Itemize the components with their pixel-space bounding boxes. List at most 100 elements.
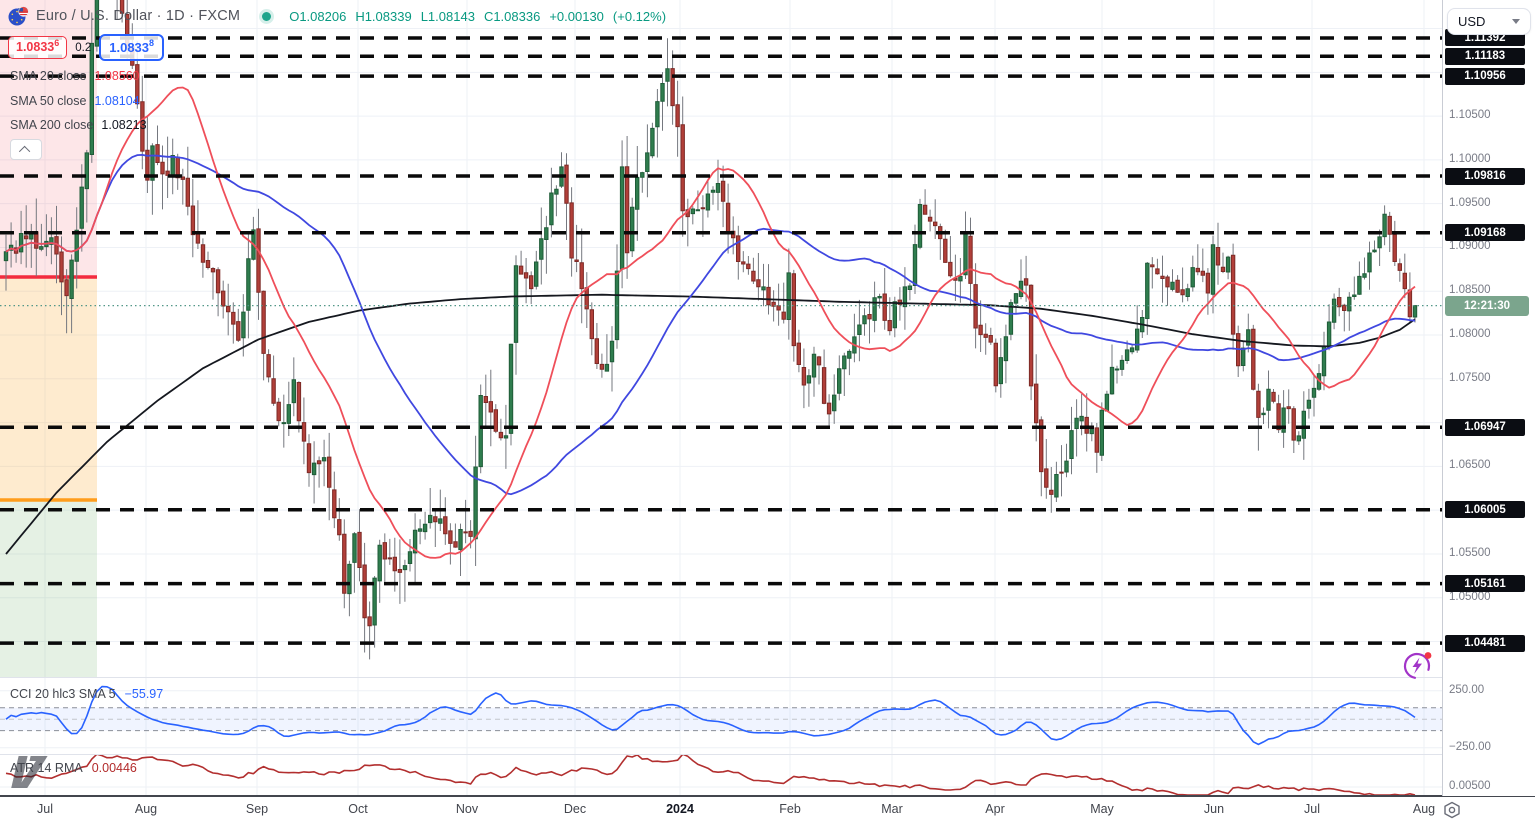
sma50-line[interactable] [5, 153, 1416, 496]
sma20-line[interactable] [5, 86, 1416, 559]
price-tick-label: 1.05500 [1449, 546, 1491, 559]
chart-header: Euro / U.S. Dollar · 1D · FXCM O1.08206 … [0, 0, 1450, 32]
price-tick-label: 1.08000 [1449, 328, 1491, 341]
change-value: +0.00130 [549, 8, 604, 24]
eurusd-flag-icon [8, 6, 29, 26]
price-tick-label: 1.07500 [1449, 371, 1491, 384]
price-tick-label: 1.10500 [1449, 109, 1491, 122]
sma200-label: SMA 200 close [10, 118, 94, 132]
scale-settings-icon[interactable] [1443, 801, 1461, 819]
candles[interactable] [3, 0, 1418, 660]
notification-dot [1424, 652, 1432, 659]
up-candles [3, 0, 1418, 626]
sma200-line[interactable] [5, 293, 1416, 555]
cci-value: −55.97 [124, 687, 164, 701]
ask-price: 1.0833 [109, 40, 150, 55]
month-label: Apr [985, 802, 1005, 816]
atr-line[interactable] [5, 754, 1416, 796]
time-axis-divider[interactable] [0, 795, 1535, 797]
price-tick-label: 1.09000 [1449, 240, 1491, 253]
price-tick-label: 1.08500 [1449, 284, 1491, 297]
spread-value: 0.2 [75, 41, 92, 54]
month-label: Feb [779, 802, 801, 816]
tradingview-watermark [11, 756, 48, 788]
sma50-label: SMA 50 close [10, 94, 87, 108]
price-tick-label: 1.10000 [1449, 152, 1491, 165]
sma50-legend[interactable]: SMA 50 close 1.08104 [10, 94, 140, 108]
level-price-label: 1.10956 [1445, 67, 1525, 85]
down-candles [13, 0, 1413, 627]
chevron-down-icon [1512, 19, 1520, 24]
ohlc-readout: O1.08206 H1.08339 L1.08143 C1.08336 +0.0… [289, 9, 666, 24]
atr-tick-label: 0.00500 [1449, 780, 1491, 792]
time-axis[interactable]: Jul Aug Sep Oct Nov Dec 2024 Feb Mar Apr May Jun Jul… [0, 797, 1442, 823]
level-price-label: 1.06005 [1445, 501, 1525, 519]
currency-label: USD [1458, 14, 1486, 29]
cci-label: CCI 20 hlc3 SMA 5 [10, 687, 116, 701]
atr-legend[interactable]: ATR 14 RMA 0.00446 [10, 761, 137, 775]
month-label: Oct [348, 802, 368, 816]
change-percent: (+0.12%) [612, 8, 667, 24]
level-price-label: 1.06947 [1445, 418, 1525, 436]
price-tick-label: 1.06500 [1449, 459, 1491, 472]
bid-price-fraction: 6 [54, 38, 60, 49]
bar-countdown: 12:21:30 [1445, 295, 1529, 316]
atr-value: 0.00446 [91, 761, 137, 775]
symbol-title[interactable]: Euro / U.S. Dollar · 1D · FXCM [36, 8, 241, 24]
open-value: O1.08206 [289, 8, 347, 24]
price-axis[interactable]: USD 1.10500 1.10000 1.09500 1.09000 1.08500 1… [1442, 0, 1535, 796]
level-price-label: 1.11183 [1445, 47, 1525, 65]
sma200-value: 1.08213 [101, 118, 147, 132]
month-label: May [1090, 802, 1114, 816]
cci-legend[interactable]: CCI 20 hlc3 SMA 5 −55.97 [10, 687, 163, 701]
level-price-label: 1.04481 [1445, 634, 1525, 652]
currency-dropdown[interactable]: USD [1447, 8, 1531, 35]
high-value: H1.08339 [355, 8, 412, 24]
close-value: C1.08336 [483, 8, 541, 24]
ask-price-fraction: 8 [149, 38, 155, 48]
month-label: Nov [455, 802, 479, 816]
month-label: Aug [134, 802, 158, 816]
month-label: 2024 [666, 802, 694, 816]
collapse-legend-button[interactable] [10, 139, 42, 160]
ask-price-button[interactable]: 1.0833 8 [99, 34, 165, 61]
month-label: Dec [563, 802, 587, 816]
candle-wicks [5, 0, 1416, 660]
atr-label: ATR 14 RMA [10, 761, 83, 775]
sma20-label: SMA 20 close [10, 69, 87, 83]
market-status-dot[interactable] [262, 11, 272, 21]
atr-indicator-pane[interactable] [0, 754, 1442, 796]
level-price-label: 1.09816 [1445, 167, 1525, 185]
sma20-legend[interactable]: SMA 20 close 1.08560 [10, 69, 140, 83]
month-label: Jul [37, 802, 53, 816]
level-price-label: 1.05161 [1445, 575, 1525, 593]
zone-mid-orange [0, 277, 97, 500]
zone-lower-green [0, 500, 97, 677]
cci-indicator-pane[interactable] [0, 677, 1442, 754]
sma200-legend[interactable]: SMA 200 close 1.08213 [10, 118, 147, 132]
month-label: Jun [1203, 802, 1225, 816]
month-label: Aug [1412, 802, 1436, 816]
month-label: Sep [245, 802, 269, 816]
month-label: Mar [881, 802, 903, 816]
chevron-up-icon [18, 145, 31, 157]
price-tick-label: 1.05000 [1449, 590, 1491, 603]
sma20-value: 1.08560 [94, 69, 140, 83]
level-price-label: 1.09168 [1445, 224, 1525, 242]
bid-price: 1.0833 [16, 40, 55, 55]
sma50-value: 1.08104 [94, 94, 140, 108]
lightning-icon [1412, 657, 1422, 674]
cci-line[interactable] [5, 685, 1416, 746]
cci-tick-label: 250.00 [1449, 683, 1485, 696]
low-value: L1.08143 [420, 8, 475, 24]
axis-corner-cell [1443, 797, 1535, 823]
cci-tick-label: −250.00 [1449, 740, 1491, 753]
pane-resize-handle[interactable] [0, 754, 1442, 755]
pane-resize-handle[interactable] [0, 677, 1442, 678]
bid-ask-row: 1.0833 6 0.2 1.0833 8 [8, 34, 165, 61]
month-label: Jul [1304, 802, 1320, 816]
flash-events-button[interactable] [1402, 649, 1434, 681]
main-price-pane[interactable] [0, 0, 1442, 677]
bid-price-button[interactable]: 1.0833 6 [8, 36, 68, 59]
